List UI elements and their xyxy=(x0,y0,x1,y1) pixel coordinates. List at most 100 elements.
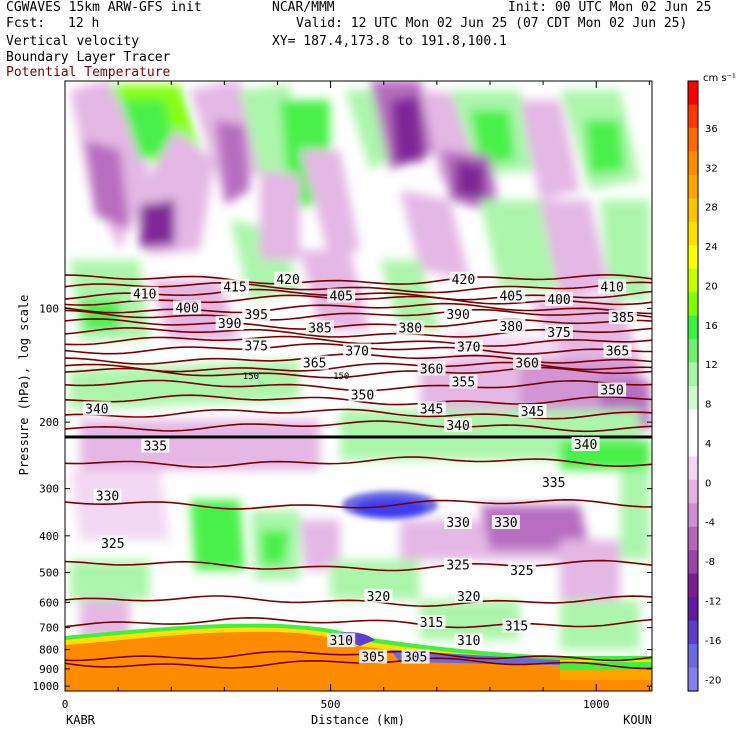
colorbar-swatch xyxy=(688,503,698,528)
contour-label-bg xyxy=(220,279,249,294)
contour-label-bg xyxy=(507,562,536,577)
theta-contour-310 xyxy=(65,650,652,662)
colorbar-swatch xyxy=(688,245,698,270)
contour-label-bg xyxy=(491,515,520,530)
x-tick-label: 1000 xyxy=(583,698,610,711)
right-endpoint-label: KOUN xyxy=(623,713,652,727)
contour-label-bg xyxy=(598,279,627,294)
colorbar-tick-label: 32 xyxy=(705,163,718,174)
field-boundary-layer-tracer: Boundary Layer Tracer xyxy=(6,50,171,65)
theta-contour-325 xyxy=(65,559,652,572)
contour-label: 365 xyxy=(303,357,326,372)
contour-label-bg xyxy=(417,401,446,416)
contour-label: 380 xyxy=(399,321,422,336)
contour-label: 370 xyxy=(345,344,368,359)
contour-label: 305 xyxy=(404,651,427,666)
theta-contour-415 xyxy=(65,281,652,294)
colorbar-tick-label: 0 xyxy=(705,478,711,489)
valid-time: Valid: 12 UTC Mon 02 Jun 25 (07 CDT Mon … xyxy=(296,16,688,31)
contour-label-bg xyxy=(444,515,473,530)
colorbar-tick-label: -4 xyxy=(705,518,715,529)
contour-label: 400 xyxy=(547,293,570,308)
contour-label-bg xyxy=(215,316,244,331)
contour-label: 330 xyxy=(494,516,517,531)
theta-contour-400 xyxy=(65,302,652,315)
contour-label: 330 xyxy=(96,490,119,505)
theta-contour-340 xyxy=(65,420,652,433)
contour-label-bg xyxy=(141,438,170,453)
contour-label-bg xyxy=(364,588,393,603)
contour-label-bg xyxy=(348,387,377,402)
contour-label-bg xyxy=(449,374,478,389)
y-tick-label: 100 xyxy=(39,302,59,315)
theta-contour-330 xyxy=(65,498,652,510)
contour-label: 390 xyxy=(446,308,469,323)
colorbar-swatch xyxy=(688,667,698,692)
colorbar-swatch xyxy=(688,620,698,645)
colorbar-swatch xyxy=(688,268,698,293)
colorbar-swatch xyxy=(688,104,698,129)
contour-label: 365 xyxy=(606,344,629,359)
colorbar-swatch xyxy=(688,292,698,317)
contour-label-bg xyxy=(545,324,574,339)
y-tick-label: 200 xyxy=(39,416,59,429)
contour-label-bg xyxy=(502,618,531,633)
contour-label: 360 xyxy=(420,362,443,377)
colorbar-tick-label: 12 xyxy=(705,360,718,371)
model-title: CGWAVES 15km ARW-GFS init xyxy=(6,0,202,15)
colorbar-swatch xyxy=(688,81,698,106)
colorbar-swatch xyxy=(688,479,698,504)
contour-label-bg xyxy=(93,488,122,503)
colorbar-tick-label: 20 xyxy=(705,282,718,293)
contour-label: 420 xyxy=(276,273,299,288)
contour-label-bg xyxy=(497,288,526,303)
colorbar-tick-label: 8 xyxy=(705,400,711,411)
contour-label: 350 xyxy=(600,384,623,399)
colorbar-swatch xyxy=(688,362,698,387)
contour-label: 385 xyxy=(611,311,634,326)
colorbar-swatch xyxy=(688,315,698,340)
contour-label-bg xyxy=(327,288,356,303)
contour-label-bg xyxy=(130,286,159,301)
theta-contour-320 xyxy=(65,595,652,608)
contour-label-bg xyxy=(98,535,127,550)
contour-label: 370 xyxy=(457,341,480,356)
colorbar-tick-label: 16 xyxy=(705,321,718,332)
init-time: Init: 00 UTC Mon 02 Jun 25 xyxy=(508,0,712,15)
contour-label: 385 xyxy=(308,321,331,336)
contour-label-bg xyxy=(444,418,473,433)
contour-label-small: 150 xyxy=(243,372,259,382)
colorbar-tick-label: -20 xyxy=(705,675,721,686)
colorbar-frame xyxy=(687,80,699,692)
y-axis-title: Pressure (hPa), log scale xyxy=(17,295,31,476)
contour-label-bg xyxy=(173,300,202,315)
colorbar-tick-label: -16 xyxy=(705,636,721,647)
y-axis: 100 200 300 400 500 600 700 800 900 1000 xyxy=(33,302,652,693)
y-tick-label: 900 xyxy=(39,663,59,676)
contour-label: 360 xyxy=(515,357,538,372)
colorbar-swatch xyxy=(688,597,698,622)
contour-label-bg xyxy=(539,475,568,490)
x-tick-label: 0 xyxy=(62,698,69,711)
colorbar-swatch xyxy=(688,174,698,199)
y-tick-label: 300 xyxy=(39,483,59,496)
y-tick-label: 800 xyxy=(39,644,59,657)
contour-label-bg xyxy=(598,382,627,397)
colorbar-tick-label: 4 xyxy=(705,439,711,450)
colorbar-swatch xyxy=(688,573,698,598)
contour-label: 310 xyxy=(329,634,352,649)
contour-label: 390 xyxy=(218,317,241,332)
contour-label: 410 xyxy=(133,288,156,303)
theta-contour-380 xyxy=(65,335,652,347)
x-axis: 0 500 1000 xyxy=(62,81,650,711)
contour-label: 305 xyxy=(361,651,384,666)
colorbar-swatch xyxy=(688,339,698,364)
theta-contour-390 xyxy=(65,318,652,330)
contour-label: 405 xyxy=(329,290,352,305)
contour-label: 340 xyxy=(574,438,597,453)
colorbar-tick-label: 28 xyxy=(705,203,718,214)
y-tick-label: 700 xyxy=(39,622,59,635)
contour-label-bg xyxy=(449,271,478,286)
contour-label: 335 xyxy=(542,476,565,491)
